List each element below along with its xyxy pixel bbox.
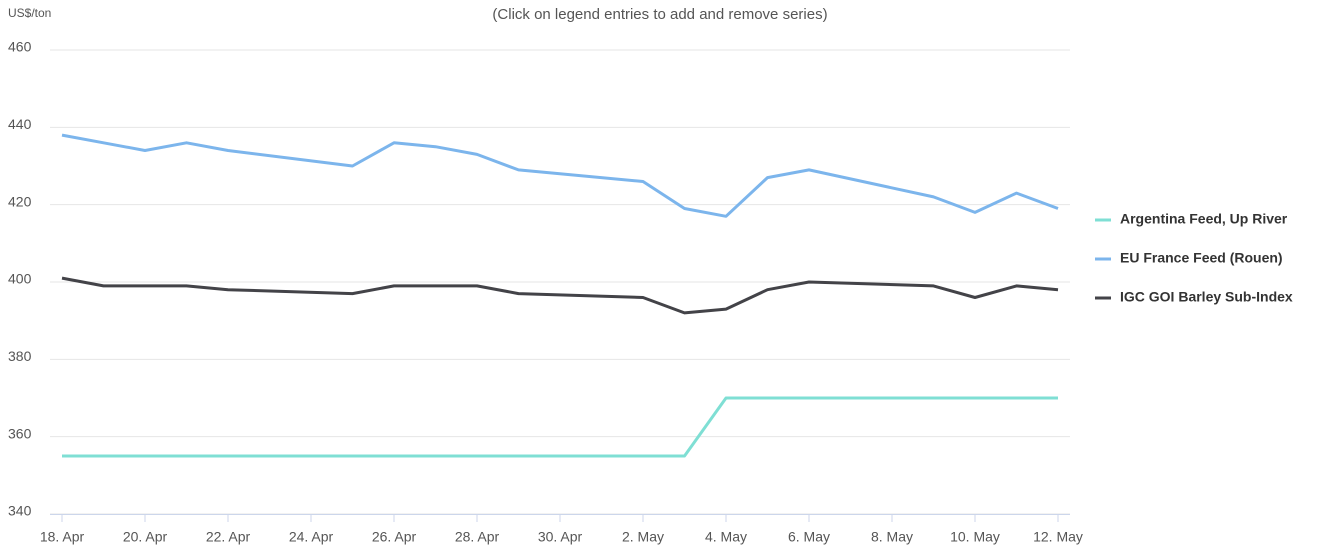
x-tick-label: 30. Apr (538, 529, 583, 545)
y-tick-label: 340 (8, 503, 32, 519)
x-tick-label: 24. Apr (289, 529, 334, 545)
y-tick-label: 420 (8, 193, 32, 209)
x-tick-label: 12. May (1033, 529, 1083, 545)
series-line (61, 133, 1059, 218)
y-tick-label: 360 (8, 425, 32, 441)
legend-item[interactable]: Argentina Feed, Up River (1095, 211, 1288, 227)
series-line (61, 276, 1059, 315)
chart-subtitle: (Click on legend entries to add and remo… (492, 6, 827, 23)
x-tick-label: 10. May (950, 529, 1000, 545)
x-tick-label: 18. Apr (40, 529, 85, 545)
x-tick-label: 28. Apr (455, 529, 500, 545)
legend-label[interactable]: EU France Feed (Rouen) (1120, 250, 1283, 266)
series-line (62, 396, 1058, 458)
legend-item[interactable]: IGC GOI Barley Sub-Index (1095, 289, 1293, 305)
x-tick-label: 22. Apr (206, 529, 251, 545)
x-tick-label: 4. May (705, 529, 747, 545)
x-tick-label: 8. May (871, 529, 913, 545)
legend-item[interactable]: EU France Feed (Rouen) (1095, 250, 1283, 266)
y-tick-label: 400 (8, 271, 32, 287)
y-tick-label: 440 (8, 116, 32, 132)
y-tick-label: 460 (8, 39, 32, 55)
y-tick-label: 380 (8, 348, 32, 364)
x-tick-label: 6. May (788, 529, 830, 545)
legend: Argentina Feed, Up River EU France Feed (… (1095, 211, 1293, 305)
x-tick-label: 20. Apr (123, 529, 168, 545)
y-axis-label: US$/ton (8, 6, 51, 20)
legend-label[interactable]: Argentina Feed, Up River (1120, 211, 1288, 227)
legend-label[interactable]: IGC GOI Barley Sub-Index (1120, 289, 1293, 305)
x-tick-label: 26. Apr (372, 529, 417, 545)
x-tick-label: 2. May (622, 529, 664, 545)
